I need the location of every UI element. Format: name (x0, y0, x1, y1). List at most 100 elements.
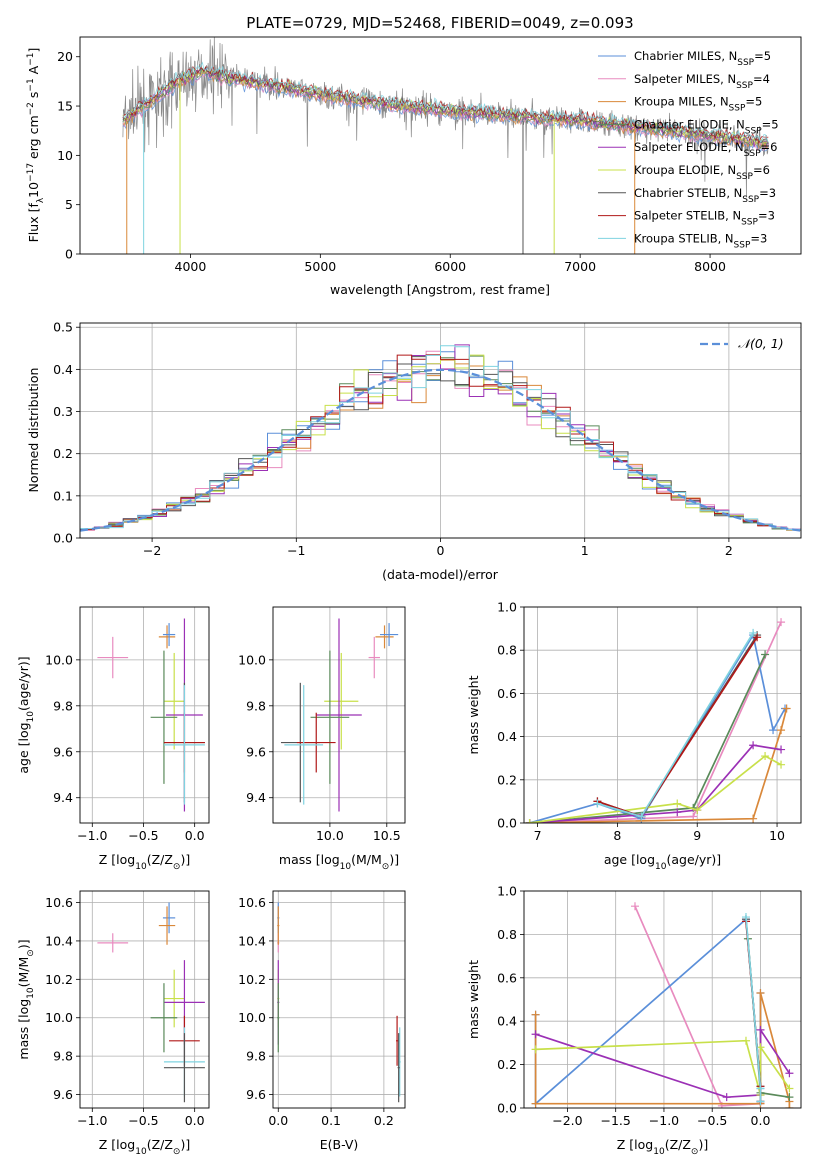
y-tick-label: 10.0 (238, 1010, 266, 1025)
axes-frame (272, 890, 406, 1109)
y-axis-label: mass [log10(M/M⊙)] (16, 939, 36, 1059)
weight-marker-salpeter_elodie (531, 1030, 540, 1039)
x-tick-label: −0.5 (697, 1113, 727, 1128)
x-tick-label: −0.5 (128, 1113, 158, 1128)
axes-frame (79, 890, 210, 1109)
y-tick-label: 10.6 (238, 895, 266, 910)
y-tick-label: 9.8 (246, 1049, 266, 1064)
legend-entry: Salpeter ELODIE, NSSP=6 (634, 140, 777, 159)
model-spectrum-salpeter_stelib (122, 65, 769, 145)
weight-line-salpeter_miles (634, 905, 762, 1107)
weight-marker-salpeter_elodie (777, 745, 786, 754)
legend-entry: Kroupa STELIB, NSSP=3 (634, 231, 767, 250)
x-tick-label: 7000 (564, 259, 596, 274)
y-tick-label: 9.8 (53, 698, 73, 713)
y-tick-label: 0.2 (497, 1057, 517, 1072)
x-axis-label: mass [log10(M/M⊙)] (279, 852, 399, 872)
legend-entry: Chabrier ELODIE, NSSP=5 (634, 117, 779, 136)
x-axis-label: (data-model)/error (382, 567, 499, 582)
axes: −2.0 −1.5 −1.0 −0.5 0.0 0.0 0.2 0.4 0.6 0.8 1.0 (497, 884, 801, 1128)
x-tick-label: 0.2 (374, 1113, 394, 1128)
y-tick-label: 9.4 (53, 790, 73, 805)
legend-entry: 𝒩(0, 1) (738, 336, 784, 351)
x-tick-label: 9 (693, 828, 701, 843)
x-tick-label: 5000 (304, 259, 336, 274)
legend-entry: Salpeter STELIB, NSSP=3 (634, 209, 775, 228)
y-tick-label: 10.2 (45, 972, 73, 987)
y-tick-label: 9.6 (53, 1087, 73, 1102)
y-tick-label: 0 (65, 247, 73, 262)
model-spectrum-kroupa_stelib (122, 61, 769, 143)
x-tick-label: 0.0 (751, 1113, 771, 1128)
age-vs-metallicity-chart: −1.0 −0.5 0.0 9.4 9.6 9.8 10.0 Z [log10(Z/Z⊙)] a… (16, 606, 210, 872)
weight-marker-salpeter_miles (777, 618, 786, 627)
weight-marker-chabrier_miles (769, 726, 778, 735)
x-tick-label: 0.1 (321, 1113, 341, 1128)
axes: 0.0 0.1 0.2 9.6 9.8 10.0 10.2 10.4 10.6 (238, 891, 405, 1128)
legend-entry: Kroupa MILES, NSSP=5 (634, 95, 762, 114)
model-spectrum-chabrier_miles (122, 71, 769, 153)
y-axis-label: Flux [fλ10−17 erg cm−2 s−1 A−1] (26, 48, 46, 243)
weight-marker-kroupa_miles (531, 1099, 540, 1108)
weight-marker-kroupa_stelib (756, 1084, 765, 1093)
y-tick-label: 0.2 (53, 446, 73, 461)
mass-vs-metallicity-chart: −1.0 −0.5 0.0 9.6 9.8 10.0 10.2 10.4 10.6 Z [log1… (16, 890, 210, 1157)
y-axis-label: mass weight (466, 960, 481, 1039)
y-tick-label: 10.0 (45, 1010, 73, 1025)
legend-entry: Chabrier STELIB, NSSP=3 (634, 186, 776, 205)
weight-marker-kroupa_stelib (749, 628, 758, 637)
y-tick-label: 9.8 (53, 1049, 73, 1064)
weight-marker-kroupa_stelib (637, 812, 646, 821)
x-tick-label: 10.5 (373, 828, 401, 843)
axes: −1.0 −0.5 0.0 9.4 9.6 9.8 10.0 (45, 607, 209, 843)
legend-entry: Salpeter MILES, NSSP=4 (634, 72, 770, 91)
plot-area (97, 618, 205, 812)
y-tick-label: 0.6 (497, 970, 517, 985)
y-tick-label: 9.6 (246, 1087, 266, 1102)
plot-area (122, 37, 769, 254)
x-tick-label: −2 (143, 543, 161, 558)
mass-weight-vs-age-chart: 7 8 9 10 0.0 0.2 0.4 0.6 0.8 1.0 age [log10(age/yr… (466, 600, 802, 872)
y-tick-label: 10.0 (238, 652, 266, 667)
normal-distribution-curve (80, 368, 801, 532)
residual-histogram-kroupa_elodie (80, 354, 801, 531)
x-tick-label: 8 (613, 828, 621, 843)
weight-marker-salpeter_elodie (785, 1069, 794, 1078)
axes: 4000 5000 6000 7000 8000 0 5 10 15 20 (57, 49, 726, 274)
x-tick-label: 8000 (694, 259, 726, 274)
x-axis-label: E(B-V) (320, 1137, 359, 1152)
x-tick-label: −1.0 (649, 1113, 679, 1128)
y-tick-label: 0.0 (497, 816, 517, 831)
weight-marker-kroupa_miles (785, 1104, 794, 1108)
y-tick-label: 9.8 (246, 698, 266, 713)
weight-marker-salpeter_stelib (753, 633, 762, 642)
weight-marker-kroupa_miles (531, 1010, 540, 1019)
x-tick-label: 2 (725, 543, 733, 558)
weight-line-kroupa_elodie (535, 1039, 791, 1096)
weight-marker-kroupa_elodie (777, 760, 786, 769)
weight-line-kroupa_miles (534, 992, 791, 1108)
legend: Chabrier MILES, NSSP=5 Salpeter MILES, NS… (598, 49, 779, 250)
weight-line-chabrier_miles (529, 632, 786, 823)
x-axis-label: wavelength [Angstrom, rest frame] (330, 282, 550, 297)
y-axis-label: age [log10(age/yr)] (16, 656, 36, 773)
y-tick-label: 0.4 (53, 362, 73, 377)
age-vs-mass-chart: 10.0 10.5 9.4 9.6 9.8 10.0 mass [log10(M/M⊙)] (238, 606, 406, 872)
weight-marker-salpeter_elodie (749, 741, 758, 750)
weight-marker-chabrier_elodie (761, 650, 770, 659)
mass-weight-vs-metallicity-chart: −2.0 −1.5 −1.0 −0.5 0.0 0.0 0.2 0.4 0.6 0.8 1.0 Z [… (466, 884, 802, 1157)
weight-marker-kroupa_miles (782, 704, 791, 713)
weight-marker-salpeter_elodie (756, 1025, 765, 1034)
x-tick-label: 7 (534, 828, 542, 843)
mass-vs-ebv-chart: 0.0 0.1 0.2 9.6 9.8 10.0 10.2 10.4 10.6 E(B-V) (238, 890, 406, 1152)
y-tick-label: 10.4 (45, 933, 73, 948)
y-tick-label: 0.4 (497, 1014, 517, 1029)
y-tick-label: 0.5 (53, 320, 73, 335)
y-tick-label: 10.6 (45, 895, 73, 910)
axes-frame (523, 890, 802, 1109)
y-tick-label: 1.0 (497, 600, 517, 615)
weight-marker-kroupa_elodie (761, 752, 770, 761)
weight-line-chabrier_stelib (597, 634, 758, 818)
axes-frame (79, 606, 210, 824)
